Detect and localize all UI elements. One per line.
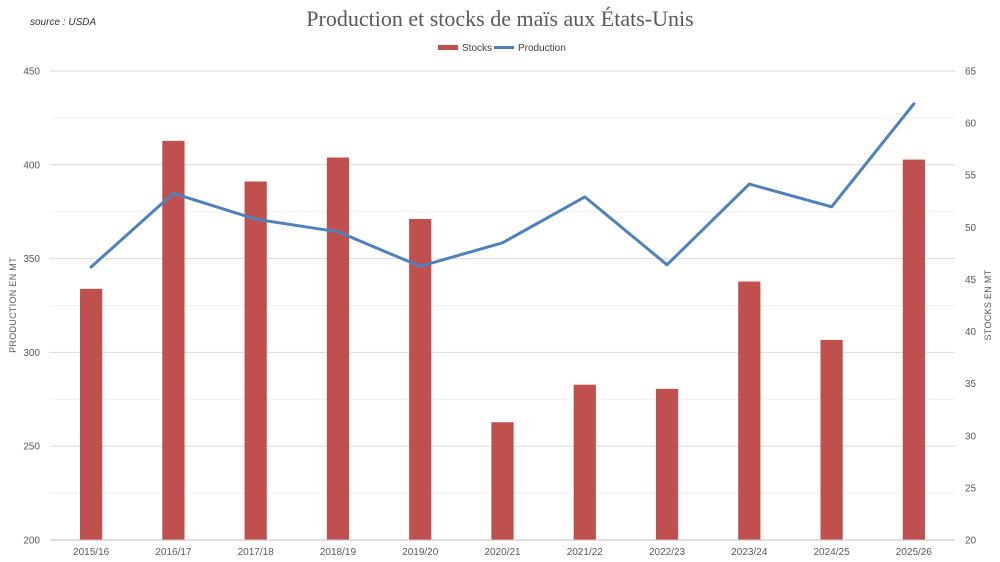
bar-stocks bbox=[655, 388, 679, 540]
bar-stocks bbox=[738, 281, 761, 540]
x-tick-label: 2022/23 bbox=[649, 547, 686, 558]
x-tick-label: 2023/24 bbox=[731, 547, 768, 558]
x-tick-label: 2024/25 bbox=[814, 547, 851, 558]
x-axis-ticks: 2015/16 2016/17 2017/18 2018/19 2019/20 2020/… bbox=[73, 547, 932, 558]
x-tick-label: 2016/17 bbox=[155, 547, 192, 558]
line-series-production bbox=[89, 102, 916, 269]
x-tick-label: 2018/19 bbox=[320, 547, 357, 558]
right-tick-label: 25 bbox=[965, 483, 977, 494]
bar-stocks bbox=[244, 181, 267, 540]
right-tick-label: 45 bbox=[965, 275, 977, 286]
bar-stocks bbox=[820, 339, 843, 540]
left-tick-label: 200 bbox=[23, 536, 40, 547]
legend-swatch-stocks bbox=[438, 45, 458, 50]
bar-stocks bbox=[326, 157, 350, 540]
x-tick-label: 2020/21 bbox=[484, 547, 521, 558]
left-tick-label: 350 bbox=[23, 254, 40, 265]
right-tick-label: 30 bbox=[965, 431, 977, 442]
x-tick-label: 2025/26 bbox=[896, 547, 933, 558]
left-tick-label: 400 bbox=[23, 160, 40, 171]
right-axis-title: STOCKS EN MT bbox=[983, 269, 993, 340]
source-label: source : USDA bbox=[30, 17, 96, 28]
bar-stocks bbox=[162, 140, 185, 540]
right-tick-label: 35 bbox=[965, 379, 977, 390]
left-tick-label: 300 bbox=[23, 348, 40, 359]
right-tick-label: 20 bbox=[965, 536, 977, 547]
right-tick-label: 50 bbox=[965, 223, 977, 234]
x-tick-label: 2015/16 bbox=[73, 547, 110, 558]
bar-stocks bbox=[491, 422, 514, 540]
bar-series-stocks bbox=[80, 140, 925, 541]
legend: Stocks Production bbox=[438, 43, 566, 54]
legend-label-production: Production bbox=[518, 43, 566, 54]
x-tick-label: 2019/20 bbox=[402, 547, 439, 558]
right-axis-ticks: 20 25 30 35 40 45 50 55 60 65 bbox=[965, 67, 977, 547]
left-tick-label: 250 bbox=[23, 442, 40, 453]
left-axis-title: PRODUCTION EN MT bbox=[8, 257, 18, 353]
x-tick-label: 2017/18 bbox=[238, 547, 275, 558]
bar-stocks bbox=[902, 159, 925, 541]
chart-title: Production et stocks de maïs aux États-U… bbox=[306, 6, 693, 31]
left-axis-ticks: 200 250 300 350 400 450 bbox=[23, 67, 40, 547]
legend-label-stocks: Stocks bbox=[462, 43, 492, 54]
right-tick-label: 40 bbox=[965, 327, 977, 338]
bar-stocks bbox=[80, 288, 103, 540]
right-tick-label: 60 bbox=[965, 119, 977, 130]
right-tick-label: 55 bbox=[965, 171, 977, 182]
left-tick-label: 450 bbox=[23, 67, 40, 78]
bar-stocks bbox=[573, 384, 596, 540]
gridlines bbox=[50, 70, 955, 494]
bar-stocks bbox=[409, 218, 432, 541]
x-tick-label: 2021/22 bbox=[567, 547, 604, 558]
right-tick-label: 65 bbox=[965, 67, 977, 78]
